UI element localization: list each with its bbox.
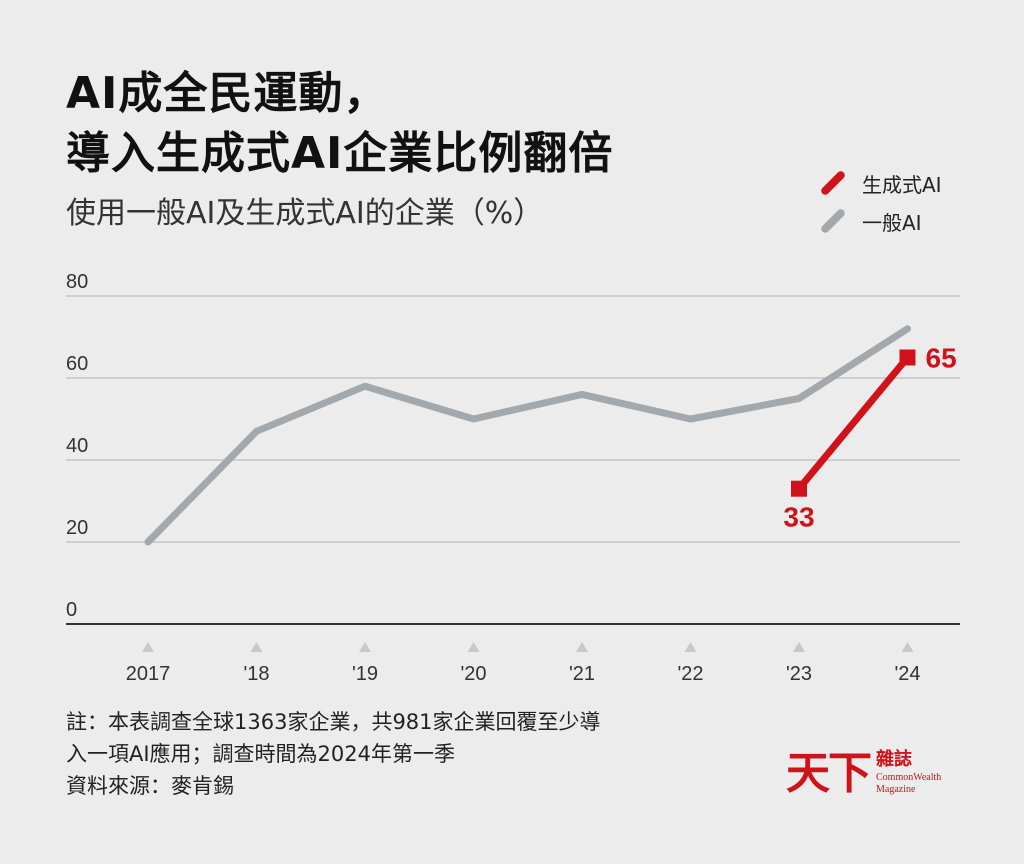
commonwealth-logo: 天下 雜誌 CommonWealth Magazine: [786, 748, 941, 800]
legend-label-generative-ai: 生成式AI: [862, 172, 942, 197]
legend: 生成式AI 一般AI: [818, 164, 942, 240]
chart-title: AI成全民運動， 導入生成式AI企業比例翻倍: [66, 64, 613, 184]
y-tick-label: 60: [66, 353, 88, 375]
legend-item-generative-ai: 生成式AI: [818, 164, 942, 202]
data-label: 65: [926, 343, 957, 374]
logo-zh-text: 雜誌: [876, 749, 912, 770]
x-tick-label: '21: [569, 663, 595, 685]
y-tick-label: 0: [66, 599, 77, 621]
x-tick-label: '22: [677, 663, 703, 685]
y-tick-label: 40: [66, 435, 88, 457]
legend-item-general-ai: 一般AI: [818, 202, 942, 240]
y-tick-label: 20: [66, 517, 88, 539]
x-tick-marker: [793, 642, 805, 652]
x-tick-marker: [684, 642, 697, 652]
title-line-2: 導入生成式AI企業比例翻倍: [66, 128, 614, 179]
x-tick-label: '18: [243, 663, 269, 685]
series-line-generative-ai: [796, 355, 911, 491]
x-tick-marker: [576, 642, 588, 652]
data-point-generative-ai: [899, 349, 916, 366]
x-tick-label: '20: [460, 663, 486, 685]
logo-en-line-1: CommonWealth: [876, 772, 942, 783]
chart-subtitle: 使用一般AI及生成式AI的企業（%）: [66, 196, 544, 231]
title-line-1: AI成全民運動，: [66, 68, 389, 119]
x-tick-label: 2017: [126, 663, 171, 685]
x-tick-label: '24: [894, 663, 920, 685]
logo-side: 雜誌 CommonWealth Magazine: [876, 748, 941, 796]
x-tick-marker: [142, 642, 154, 652]
data-label: 33: [783, 502, 814, 533]
note-line-1: 註：本表調查全球1363家企業，共981家企業回覆至少導: [66, 710, 601, 734]
footnote: 註：本表調查全球1363家企業，共981家企業回覆至少導 入一項AI應用；調查時…: [66, 706, 601, 802]
legend-label-general-ai: 一般AI: [862, 210, 922, 235]
logo-en-line-2: Magazine: [876, 784, 916, 795]
note-line-2: 入一項AI應用；調查時間為2024年第一季: [66, 742, 456, 766]
source-line: 資料來源：麥肯錫: [66, 774, 234, 798]
x-tick-marker: [901, 642, 914, 652]
series-line-general-ai: [144, 325, 911, 546]
x-tick-marker: [250, 642, 263, 652]
x-tick-marker: [359, 642, 371, 652]
x-tick-marker: [467, 642, 480, 652]
x-tick-label: '19: [352, 663, 378, 685]
logo-main-text: 天下: [786, 748, 872, 799]
data-point-generative-ai: [791, 480, 807, 497]
x-tick-label: '23: [786, 663, 812, 685]
y-tick-label: 80: [66, 271, 88, 293]
